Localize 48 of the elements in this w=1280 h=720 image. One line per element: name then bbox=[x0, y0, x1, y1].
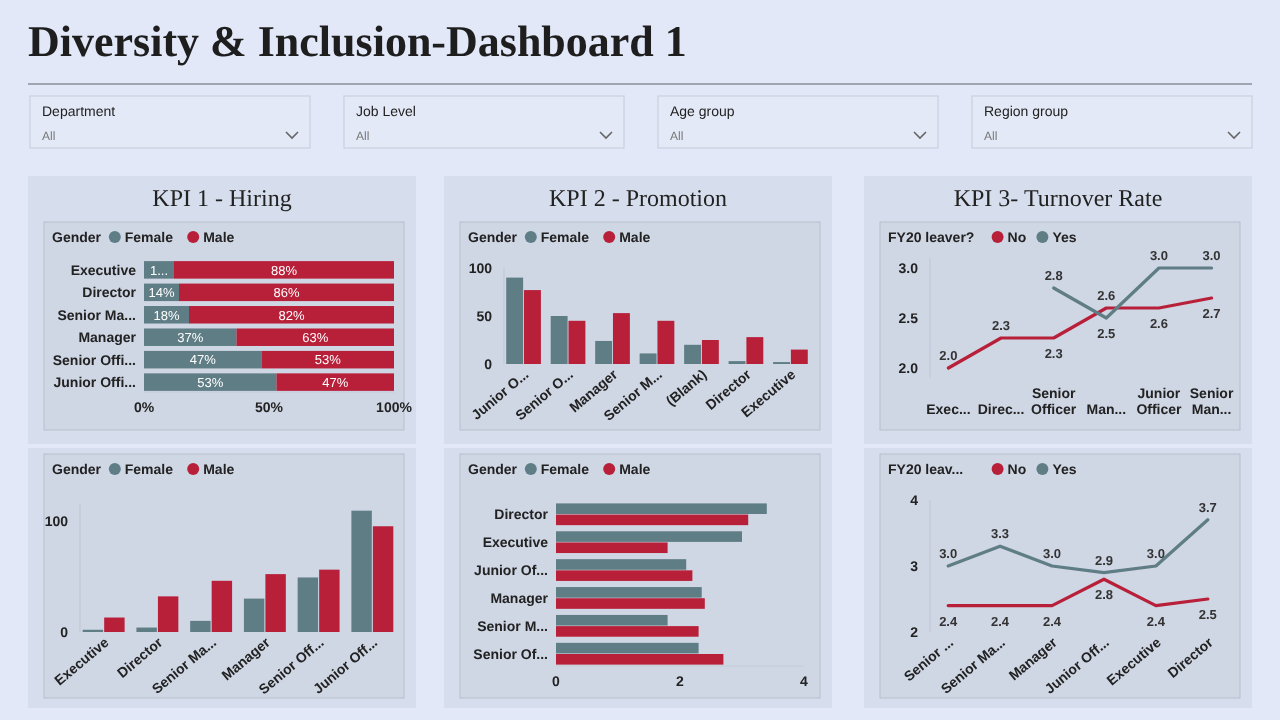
bar bbox=[556, 587, 702, 598]
bar bbox=[556, 626, 699, 637]
bar bbox=[556, 642, 699, 654]
bar bbox=[297, 577, 319, 632]
bar bbox=[556, 559, 687, 570]
bar bbox=[179, 283, 394, 302]
bar bbox=[351, 510, 372, 632]
bar bbox=[556, 503, 767, 514]
bar bbox=[506, 277, 524, 364]
bar bbox=[276, 373, 394, 391]
bar bbox=[556, 542, 668, 554]
bar bbox=[701, 340, 719, 364]
bar bbox=[556, 598, 705, 609]
bar bbox=[190, 620, 211, 632]
bar bbox=[144, 350, 262, 369]
bar bbox=[556, 614, 668, 626]
bar bbox=[556, 654, 724, 665]
bar bbox=[189, 306, 394, 324]
bar bbox=[556, 514, 749, 526]
bar bbox=[524, 290, 541, 364]
bar bbox=[144, 328, 237, 346]
bar bbox=[236, 328, 394, 346]
bar bbox=[639, 353, 657, 364]
bar bbox=[550, 316, 568, 364]
bar bbox=[556, 570, 693, 581]
chart-title: KPI 1 - Hiring bbox=[152, 184, 292, 212]
bar bbox=[372, 526, 394, 632]
bar bbox=[568, 320, 586, 364]
bar bbox=[144, 373, 277, 391]
bar bbox=[657, 320, 675, 364]
bar bbox=[684, 344, 702, 364]
bar bbox=[211, 580, 233, 632]
bar bbox=[157, 596, 179, 632]
bar bbox=[612, 313, 630, 364]
bar bbox=[243, 598, 265, 632]
bar bbox=[595, 340, 613, 364]
bar bbox=[144, 261, 174, 279]
bar bbox=[746, 337, 764, 364]
bar bbox=[319, 569, 340, 632]
chart-title: KPI 3- Turnover Rate bbox=[953, 184, 1163, 212]
bar bbox=[790, 349, 808, 364]
bar bbox=[104, 617, 125, 632]
bar bbox=[261, 350, 394, 369]
bar bbox=[174, 261, 394, 279]
chart-title: KPI 2 - Promotion bbox=[548, 184, 728, 212]
bar bbox=[556, 531, 742, 542]
bar bbox=[265, 574, 286, 632]
text: Diversity & Inclusion-Dashboard 1 bbox=[28, 16, 687, 66]
